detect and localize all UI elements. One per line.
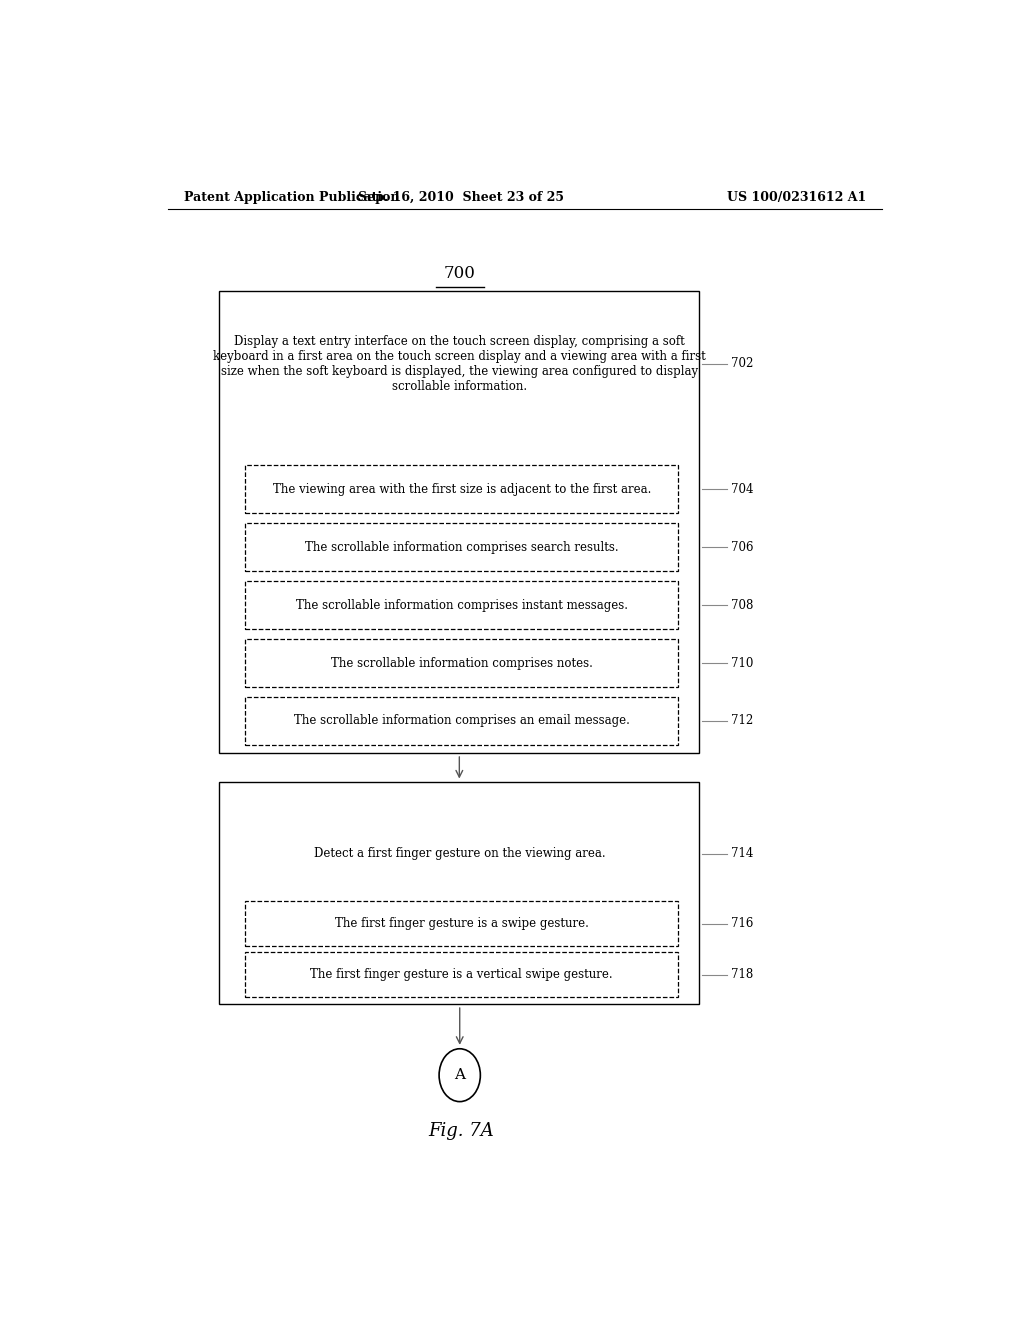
Text: 700: 700	[443, 265, 476, 281]
Bar	[246, 697, 678, 744]
Text: The first finger gesture is a vertical swipe gesture.: The first finger gesture is a vertical s…	[310, 968, 613, 981]
Text: 706: 706	[731, 541, 754, 553]
Text: Patent Application Publication: Patent Application Publication	[183, 190, 399, 203]
Text: 704: 704	[731, 483, 754, 496]
Text: 712: 712	[731, 714, 754, 727]
Text: 718: 718	[731, 968, 754, 981]
Text: The first finger gesture is a swipe gesture.: The first finger gesture is a swipe gest…	[335, 917, 589, 931]
Text: Display a text entry interface on the touch screen display, comprising a soft
ke: Display a text entry interface on the to…	[213, 335, 706, 393]
Text: The viewing area with the first size is adjacent to the first area.: The viewing area with the first size is …	[272, 483, 651, 496]
Text: US 100/0231612 A1: US 100/0231612 A1	[727, 190, 866, 203]
Bar	[246, 581, 678, 630]
Bar	[246, 639, 678, 686]
Text: 708: 708	[731, 598, 754, 611]
Bar	[219, 783, 699, 1005]
Text: The scrollable information comprises an email message.: The scrollable information comprises an …	[294, 714, 630, 727]
Text: Detect a first finger gesture on the viewing area.: Detect a first finger gesture on the vie…	[313, 847, 605, 861]
Bar	[246, 902, 678, 946]
Bar	[246, 952, 678, 997]
Bar	[219, 290, 699, 752]
Bar	[246, 466, 678, 513]
Text: 714: 714	[731, 847, 754, 861]
Text: Sep. 16, 2010  Sheet 23 of 25: Sep. 16, 2010 Sheet 23 of 25	[358, 190, 564, 203]
Text: The scrollable information comprises notes.: The scrollable information comprises not…	[331, 656, 593, 669]
Text: Fig. 7A: Fig. 7A	[428, 1122, 495, 1140]
Text: 716: 716	[731, 917, 754, 931]
Text: 710: 710	[731, 656, 754, 669]
Text: 702: 702	[731, 358, 754, 370]
Text: The scrollable information comprises search results.: The scrollable information comprises sea…	[305, 541, 618, 553]
Text: The scrollable information comprises instant messages.: The scrollable information comprises ins…	[296, 598, 628, 611]
Bar	[246, 523, 678, 572]
Text: A: A	[455, 1068, 465, 1082]
